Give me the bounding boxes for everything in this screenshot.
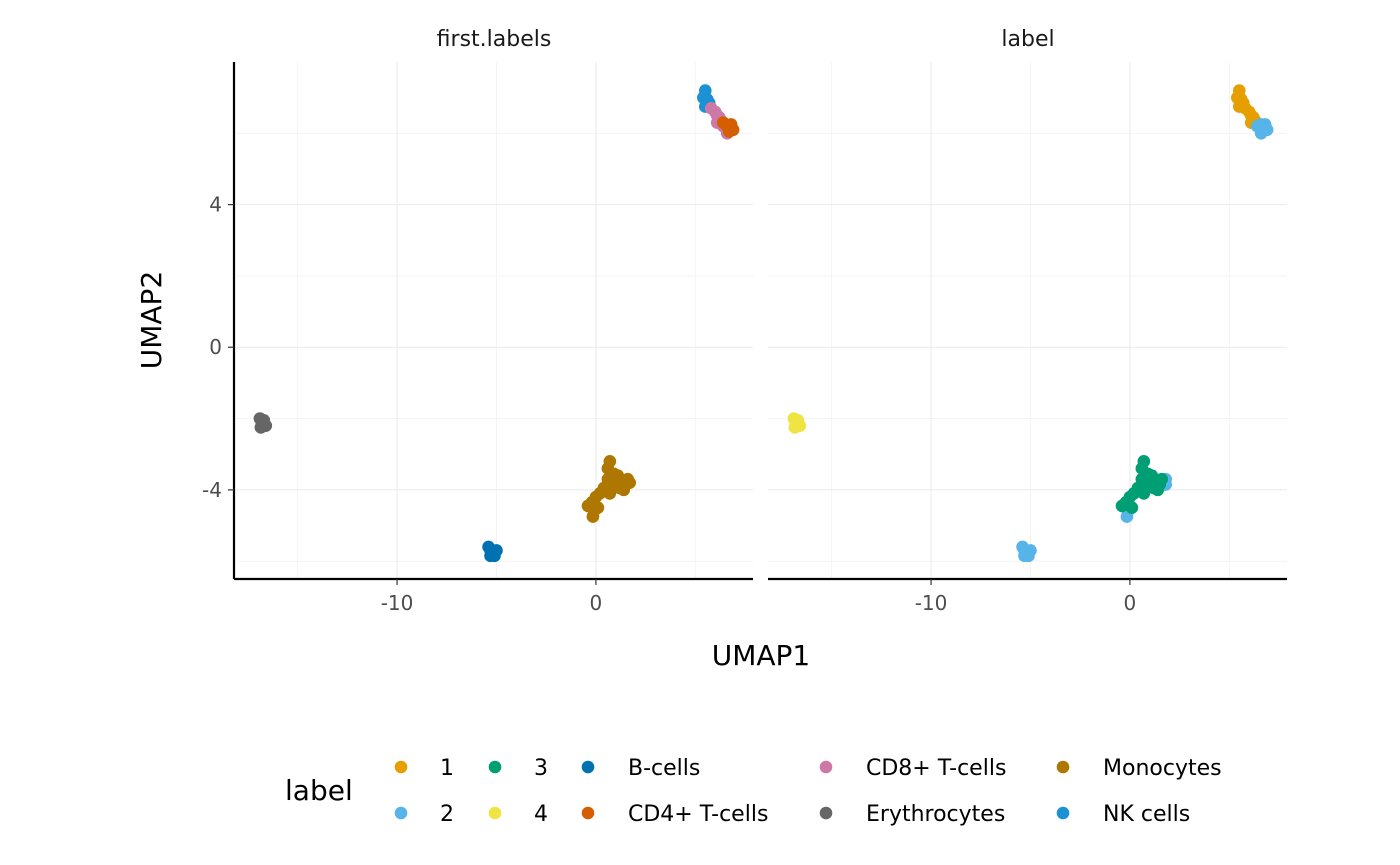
y-axis-title: UMAP2: [135, 271, 168, 370]
x-tick-label: 0: [590, 591, 603, 615]
legend-label: 2: [440, 802, 454, 827]
point-2: [1022, 549, 1035, 563]
legend-title: label: [285, 774, 353, 807]
y-tick-label: -4: [202, 478, 222, 502]
legend-key: [819, 760, 833, 774]
point-3: [1137, 487, 1151, 500]
point-monocytes: [603, 487, 617, 500]
legend-label: B-cells: [628, 756, 700, 781]
legend-key: [1056, 806, 1070, 820]
point-erythrocytes: [254, 421, 268, 434]
point-3: [1125, 501, 1139, 514]
legend-label: Monocytes: [1103, 756, 1222, 781]
legend: label 1 2 3 4 B-cells CD4+ T-cells CD8+ T-cell…: [285, 756, 1222, 827]
point-4: [788, 421, 802, 434]
legend-label: Erythrocytes: [866, 802, 1005, 827]
point-monocytes: [619, 478, 633, 491]
point-3: [1153, 478, 1167, 491]
legend-key: [488, 760, 502, 774]
legend-label: 4: [534, 802, 548, 827]
point-b-cells: [488, 549, 501, 563]
point-monocytes: [605, 476, 619, 490]
point-cd4-t-cells: [722, 125, 736, 138]
legend-key: [1056, 760, 1070, 774]
legend-label: CD4+ T-cells: [628, 802, 768, 827]
legend-key: [581, 760, 595, 774]
legend-label: NK cells: [1103, 802, 1190, 827]
legend-key: [581, 806, 595, 820]
legend-key: [819, 806, 833, 820]
point-3: [1115, 499, 1129, 513]
legend-key: [394, 806, 408, 820]
y-tick-label: 0: [209, 335, 222, 359]
y-tick-label: 4: [209, 193, 222, 217]
legend-label: 1: [440, 756, 454, 781]
panel-title-first-labels: first.labels: [437, 27, 552, 52]
legend-key: [488, 806, 502, 820]
x-axis-title: UMAP1: [712, 639, 811, 672]
point-3: [1139, 476, 1153, 490]
panel-label: -10 0: [768, 62, 1287, 615]
x-tick-label: 0: [1124, 591, 1137, 615]
x-tick-label: -10: [381, 591, 414, 615]
legend-label: 3: [534, 756, 548, 781]
point-monocytes: [586, 510, 600, 523]
panel-title-label: label: [1001, 27, 1054, 52]
x-tick-label: -10: [915, 591, 948, 615]
legend-key: [394, 760, 408, 774]
point-2: [1254, 118, 1268, 131]
panel-first-labels: -10 0 4 0 -4: [202, 62, 753, 615]
legend-label: CD8+ T-cells: [866, 756, 1006, 781]
